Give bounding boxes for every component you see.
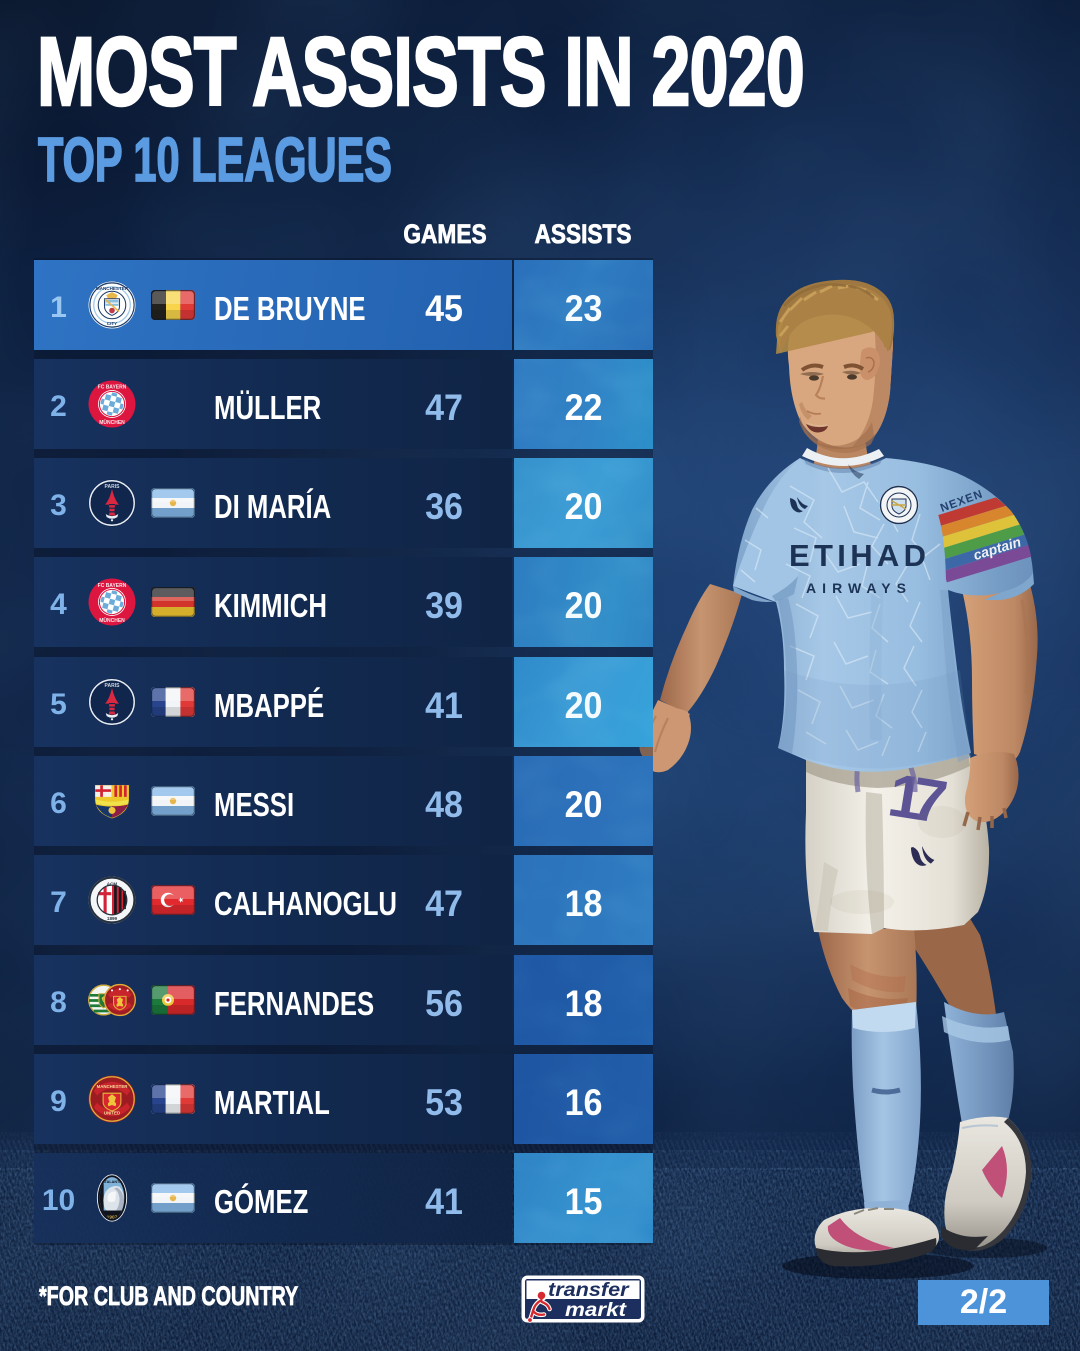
svg-text:ATALANTA: ATALANTA <box>102 1180 122 1184</box>
svg-text:ACM: ACM <box>107 881 118 886</box>
svg-text:MÜNCHEN: MÜNCHEN <box>99 617 125 624</box>
svg-text:MANCHESTER: MANCHESTER <box>96 286 129 291</box>
svg-text:markt: markt <box>565 1300 627 1321</box>
svg-text:FC BAYERN: FC BAYERN <box>98 385 127 391</box>
svg-text:PARIS: PARIS <box>105 683 121 689</box>
svg-text:CITY: CITY <box>107 321 117 326</box>
svg-text:1907: 1907 <box>107 1214 118 1219</box>
svg-text:PARIS: PARIS <box>105 484 121 490</box>
svg-text:MANCHESTER: MANCHESTER <box>97 1084 129 1089</box>
svg-text:1899: 1899 <box>107 916 118 921</box>
svg-text:UNITED: UNITED <box>104 1111 120 1116</box>
svg-text:MÜNCHEN: MÜNCHEN <box>99 419 125 426</box>
svg-text:transfer: transfer <box>548 1280 630 1301</box>
svg-text:17: 17 <box>884 761 952 838</box>
svg-text:FC BAYERN: FC BAYERN <box>98 583 127 589</box>
